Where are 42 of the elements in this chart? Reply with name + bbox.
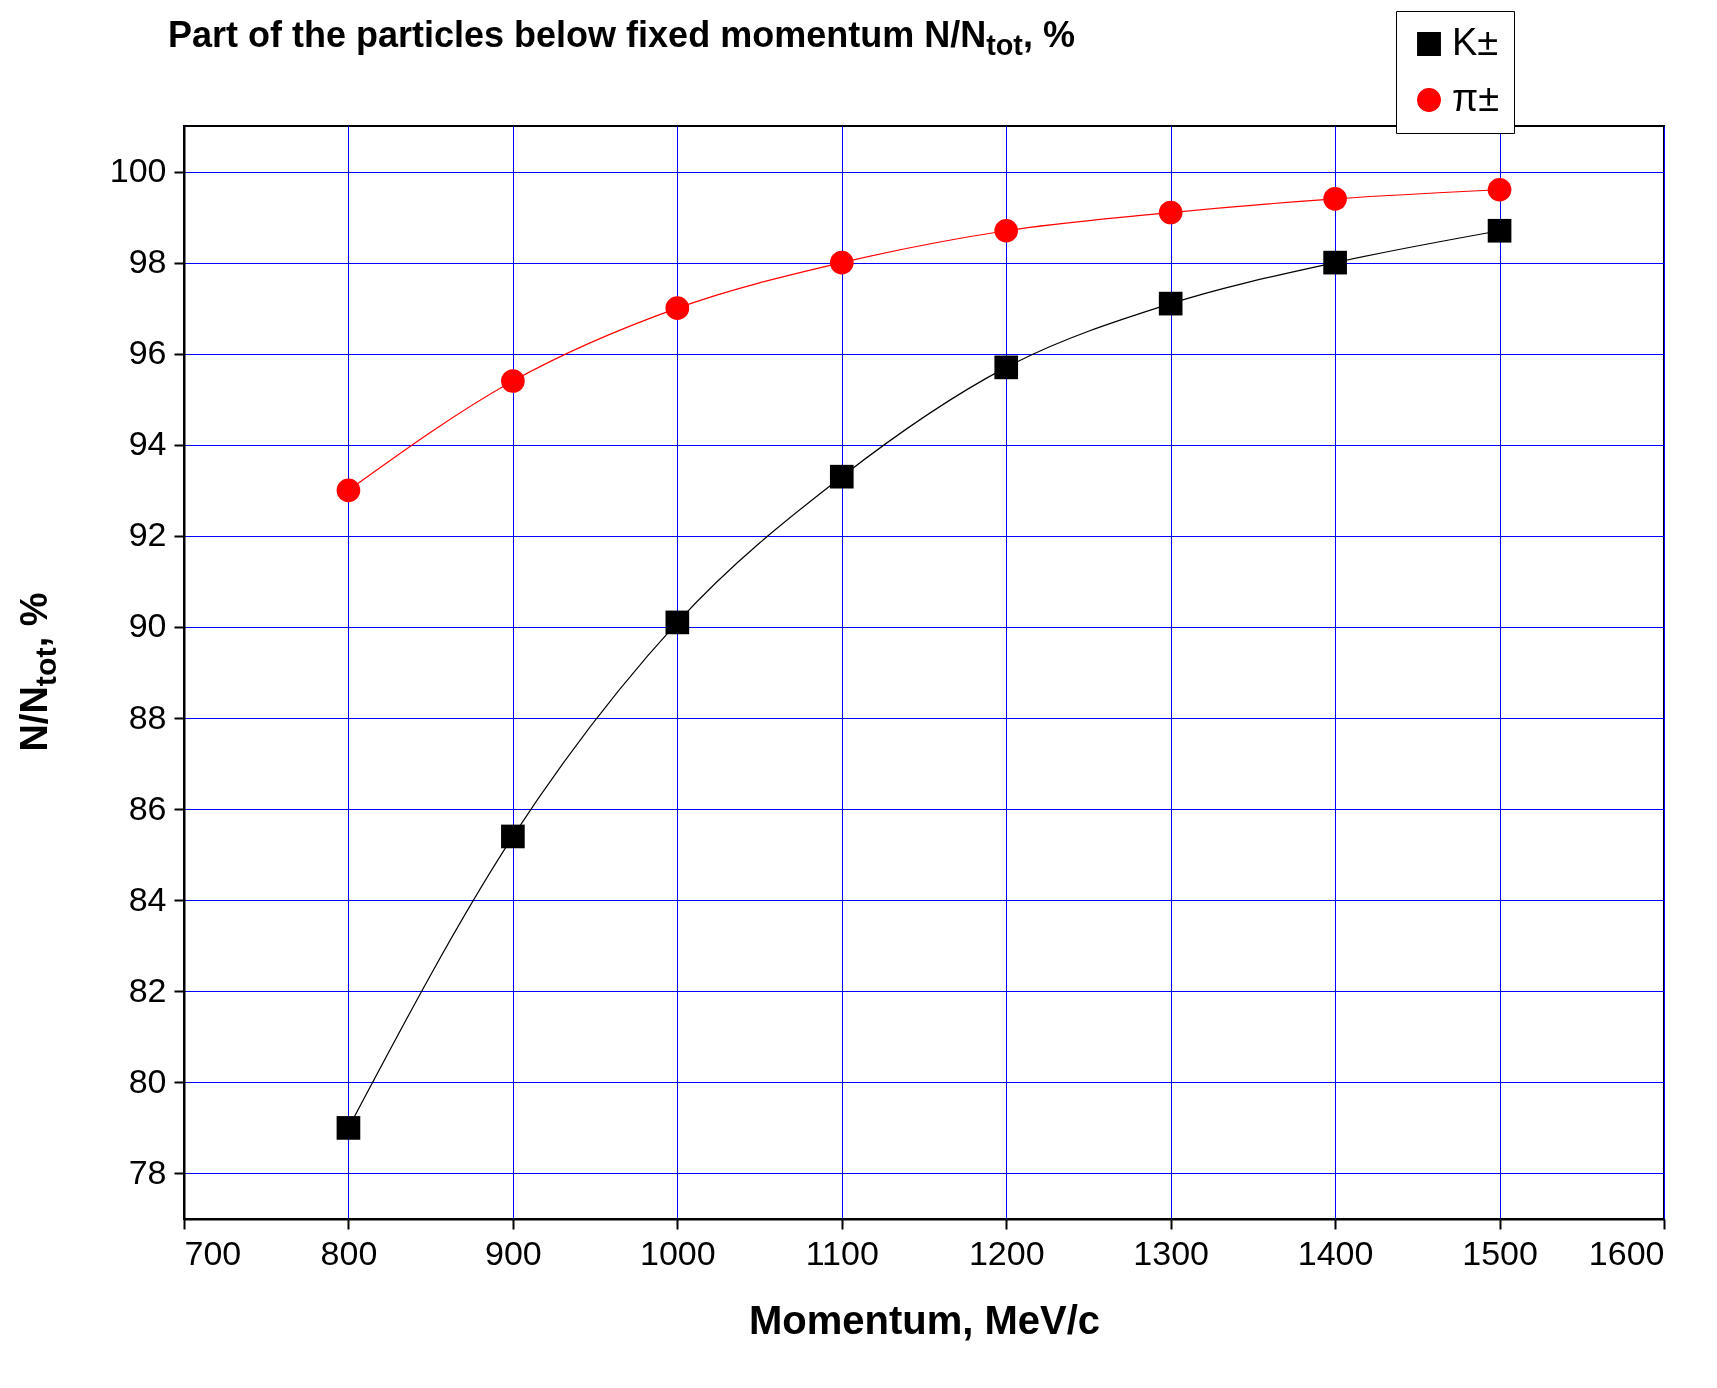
legend-label: π± xyxy=(1452,77,1500,119)
y-tick-label: 88 xyxy=(128,697,167,736)
y-tick-label: 82 xyxy=(128,970,167,1009)
x-tick-label: 1100 xyxy=(805,1233,879,1272)
point xyxy=(336,478,361,503)
point xyxy=(665,296,690,320)
y-tick-label: 84 xyxy=(128,879,167,918)
x-tick-label: 1200 xyxy=(968,1233,1045,1272)
point xyxy=(1158,291,1183,316)
point xyxy=(1487,177,1512,202)
legend-label: K± xyxy=(1452,21,1499,63)
point xyxy=(1487,218,1512,243)
y-tick-label: 94 xyxy=(128,424,167,463)
x-tick-label: 1000 xyxy=(640,1233,716,1272)
y-tick-label: 96 xyxy=(128,333,167,372)
point xyxy=(1323,250,1347,275)
x-tick-label: 800 xyxy=(320,1233,378,1272)
point xyxy=(1323,187,1347,211)
point xyxy=(501,824,525,849)
point xyxy=(829,464,854,489)
y-tick-label: 86 xyxy=(128,788,167,827)
point xyxy=(994,355,1019,380)
point xyxy=(994,218,1019,243)
x-axis-title: Momentum, MeV/c xyxy=(748,1297,1101,1342)
point xyxy=(501,369,525,393)
y-tick-label: 92 xyxy=(128,515,167,554)
x-tick-label: 1300 xyxy=(1133,1233,1209,1272)
y-tick-label: 98 xyxy=(128,242,167,281)
x-tick-label: 700 xyxy=(184,1233,242,1272)
y-tick-label: 80 xyxy=(128,1061,167,1100)
point xyxy=(336,1116,361,1140)
x-tick-label: 1600 xyxy=(1588,1233,1665,1272)
y-tick-label: 100 xyxy=(109,151,167,190)
point xyxy=(665,610,690,635)
x-tick-label: 1400 xyxy=(1297,1233,1374,1272)
y-tick-label: 90 xyxy=(128,606,167,645)
chart-title: Part of the particles below fixed momentum N/N$_{tot}$, % xyxy=(168,14,1075,63)
x-tick-label: 900 xyxy=(485,1233,542,1272)
point xyxy=(1158,200,1183,225)
x-tick-label: 1500 xyxy=(1462,1233,1538,1272)
point xyxy=(829,250,854,275)
y-tick-label: 78 xyxy=(128,1152,167,1191)
